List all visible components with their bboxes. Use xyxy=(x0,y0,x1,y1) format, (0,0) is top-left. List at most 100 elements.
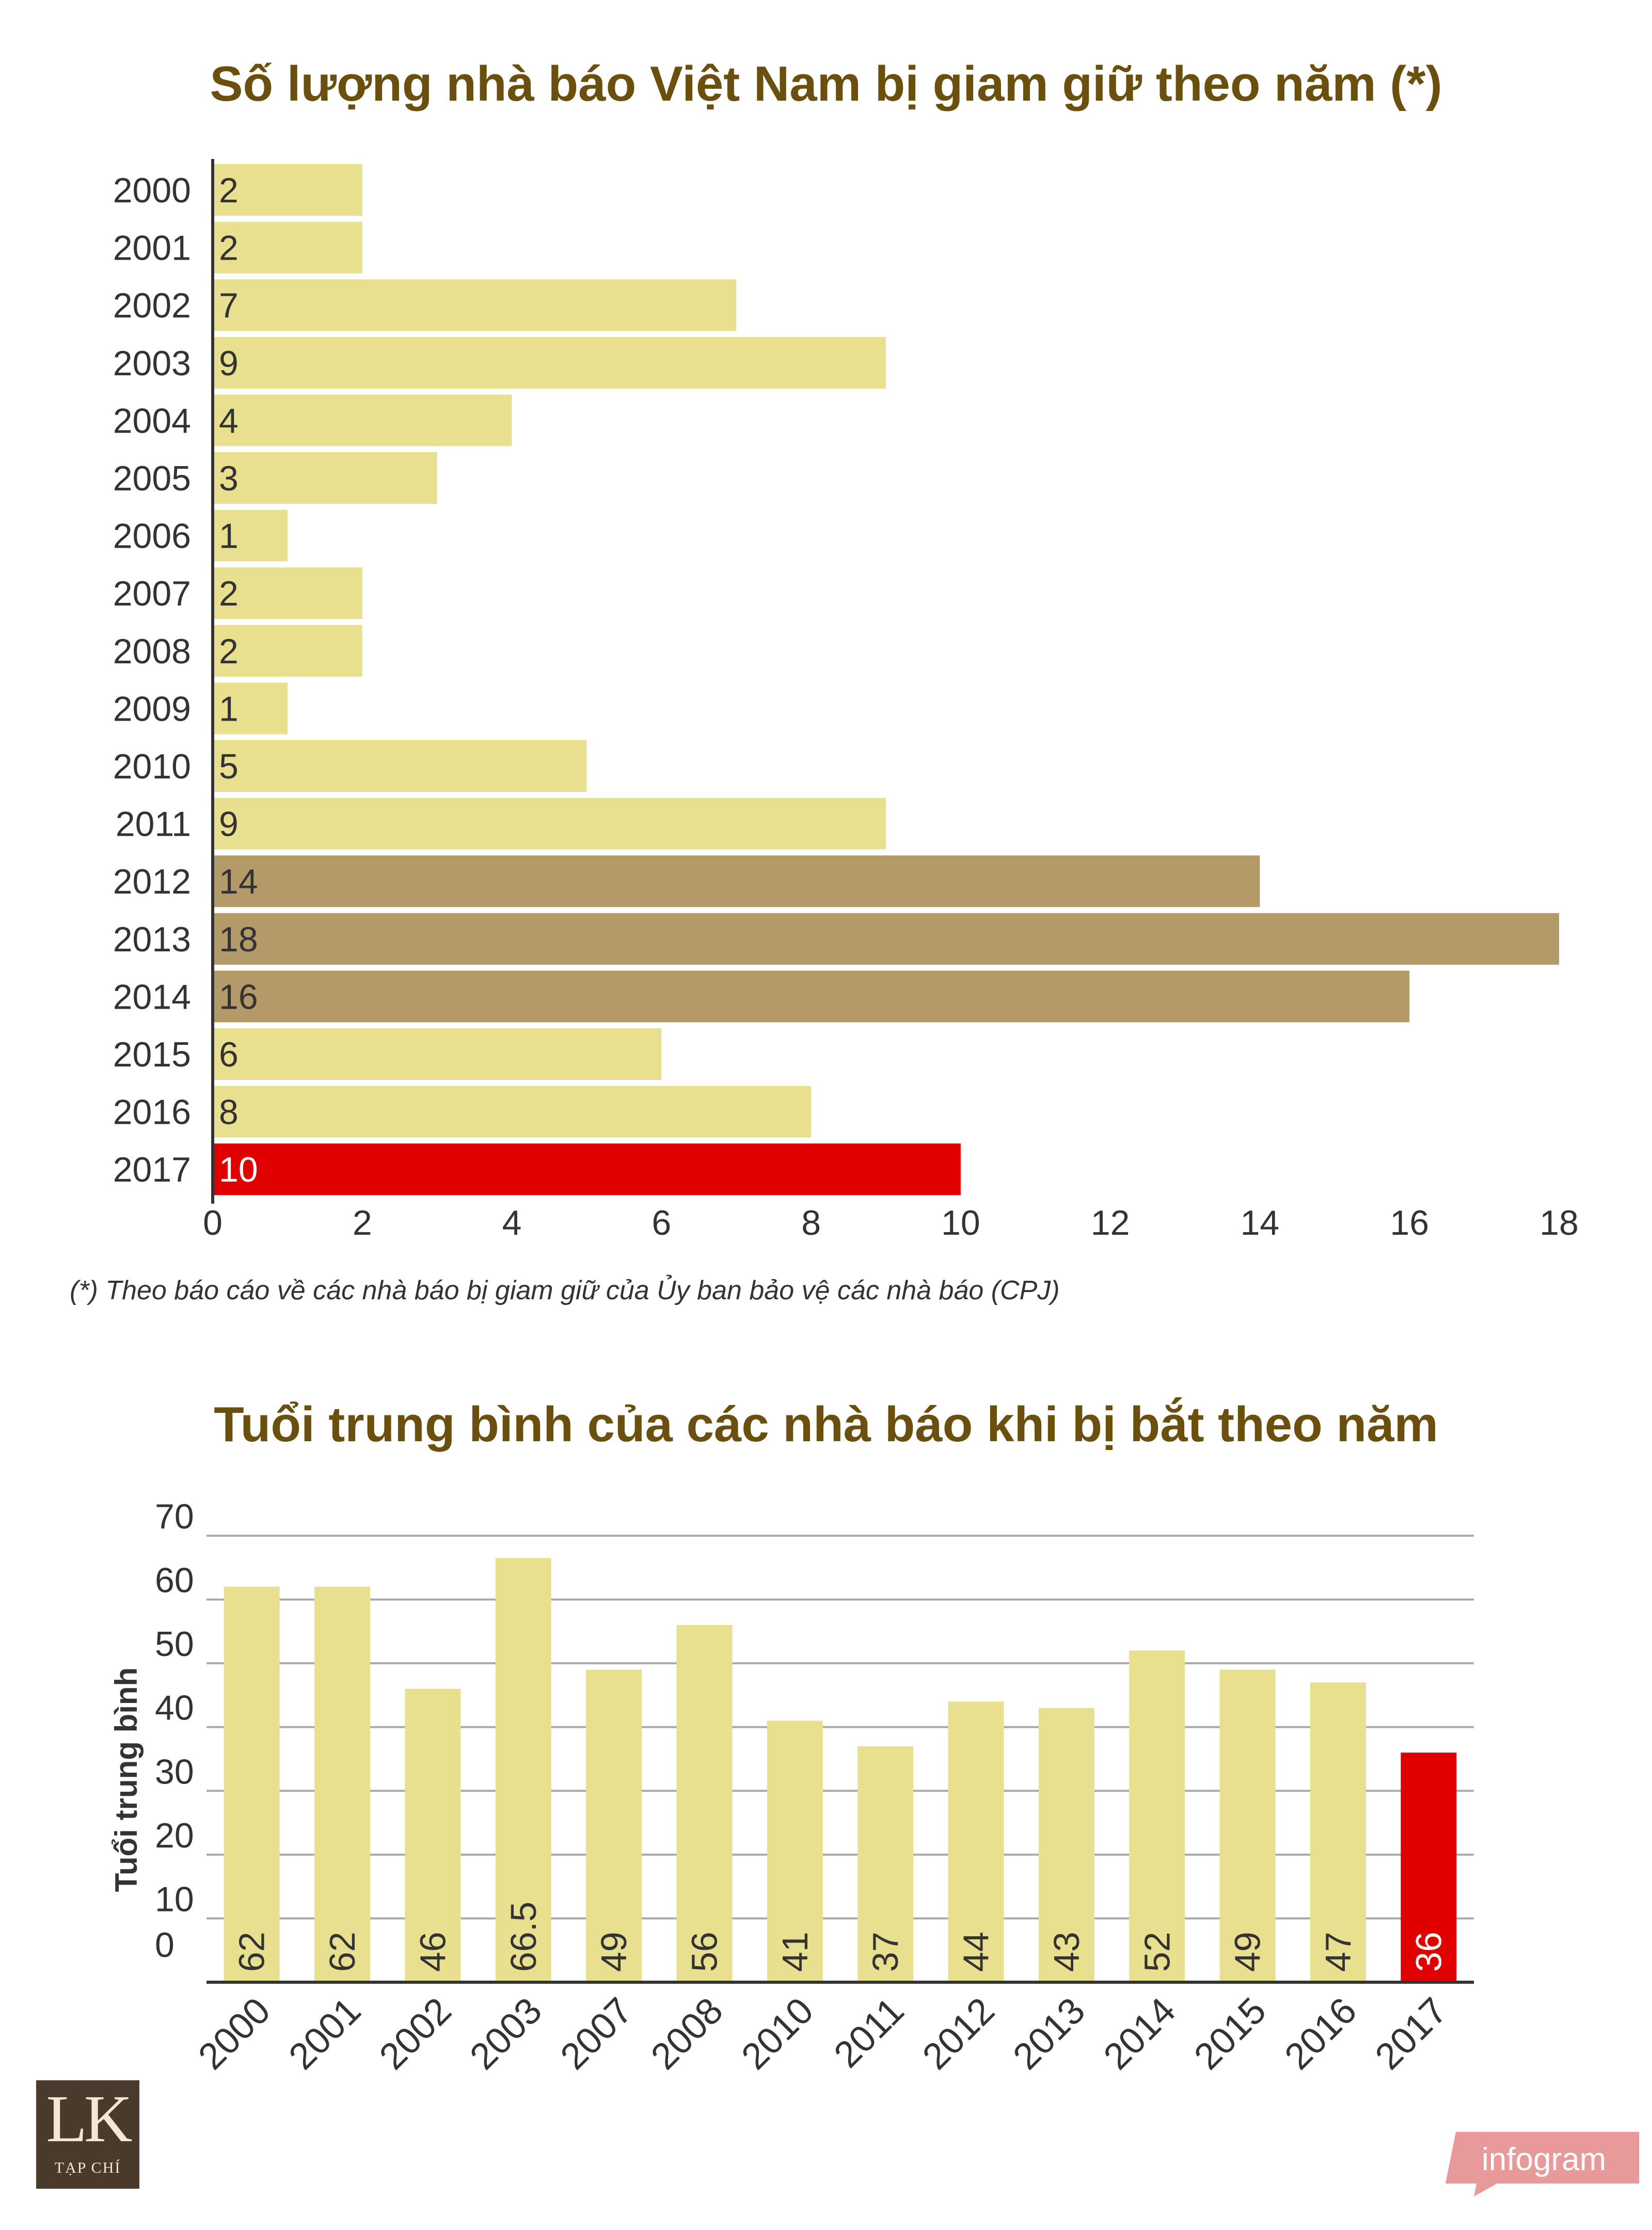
bar-2012 xyxy=(948,1701,1004,1982)
bar-value-label: 14 xyxy=(219,862,258,901)
bar-2010 xyxy=(213,740,587,792)
bar-2003 xyxy=(213,337,886,389)
bar-2005 xyxy=(213,452,437,504)
bar-2011 xyxy=(857,1746,914,1982)
bar-2014 xyxy=(1129,1650,1185,1982)
bar-2015 xyxy=(1219,1669,1276,1982)
bar-value-label: 49 xyxy=(1228,1932,1268,1972)
bar-2015 xyxy=(213,1028,662,1080)
bar-value-label: 49 xyxy=(594,1932,634,1972)
bar-value-label: 10 xyxy=(219,1150,258,1189)
x-tick-label: 2 xyxy=(353,1203,372,1243)
y-tick-label: 2014 xyxy=(113,977,191,1016)
bar-value-label: 9 xyxy=(219,805,239,844)
bar-value-label: 41 xyxy=(775,1932,815,1972)
bar-value-label: 66.5 xyxy=(503,1902,544,1972)
bar-value-label: 2 xyxy=(219,171,239,210)
x-tick-label: 0 xyxy=(203,1203,223,1243)
y-tick-label: 2006 xyxy=(113,517,191,556)
x-tick-label: 10 xyxy=(941,1203,980,1243)
x-tick-label: 2002 xyxy=(372,1990,459,2078)
infogram-badge[interactable]: infogram xyxy=(1435,2132,1639,2196)
bar-2006 xyxy=(213,509,288,562)
chart2-title: Tuổi trung bình của các nhà báo khi bị b… xyxy=(214,1397,1438,1452)
bar-2013 xyxy=(1038,1708,1094,1982)
bar-value-label: 3 xyxy=(219,459,239,498)
bar-value-label: 4 xyxy=(219,401,239,440)
bar-2008 xyxy=(676,1625,733,1982)
x-tick-label: 8 xyxy=(801,1203,821,1243)
bar-value-label: 46 xyxy=(412,1932,453,1972)
bar-2007 xyxy=(213,567,362,619)
logo-letters: LK xyxy=(46,2082,132,2156)
bar-2016 xyxy=(213,1086,812,1138)
infogram-label: infogram xyxy=(1482,2142,1607,2177)
x-tick-label: 2001 xyxy=(281,1990,369,2078)
bar-value-label: 43 xyxy=(1046,1932,1087,1972)
y-tick-label: 2015 xyxy=(113,1035,191,1074)
bar-value-label: 5 xyxy=(219,747,239,786)
bar-value-label: 8 xyxy=(219,1093,239,1132)
horizontal-bar-chart: 2 2000 2 2001 7 2002 9 2003 4 2004 3 2005 1 2006 2 2007… xyxy=(113,159,1579,1243)
bar-value-label: 1 xyxy=(219,517,239,556)
logo-subtitle: TẠP CHÍ xyxy=(54,2159,121,2176)
chart1-title: Số lượng nhà báo Việt Nam bị giam giữ th… xyxy=(210,56,1442,112)
x-tick-label: 2017 xyxy=(1368,1990,1455,2078)
y-tick-label: 10 xyxy=(155,1879,194,1919)
bar-2016 xyxy=(1310,1682,1366,1982)
x-tick-label: 2013 xyxy=(1005,1990,1093,2078)
y-tick-label: 2003 xyxy=(113,344,191,383)
bar-value-label: 9 xyxy=(219,344,239,383)
y-tick-label: 0 xyxy=(155,1925,174,1965)
y-tick-label: 2009 xyxy=(113,689,191,728)
y-tick-label: 2000 xyxy=(113,171,191,210)
bar-2012 xyxy=(213,855,1260,907)
y-tick-label: 70 xyxy=(155,1497,194,1536)
bar-2000 xyxy=(213,164,362,216)
x-tick-label: 12 xyxy=(1091,1203,1130,1243)
x-tick-label: 18 xyxy=(1539,1203,1579,1243)
bar-value-label: 2 xyxy=(219,574,239,613)
x-tick-label: 2014 xyxy=(1096,1990,1184,2078)
x-tick-label: 2007 xyxy=(553,1990,641,2078)
y-tick-label: 40 xyxy=(155,1689,194,1728)
bar-2001 xyxy=(314,1586,371,1982)
bar-value-label: 62 xyxy=(232,1932,272,1972)
x-tick-label: 4 xyxy=(502,1203,522,1243)
bar-value-label: 2 xyxy=(219,632,239,671)
chart1-footnote: (*) Theo báo cáo về các nhà báo bị giam … xyxy=(70,1276,1060,1305)
bar-2009 xyxy=(213,682,288,735)
x-tick-label: 2000 xyxy=(190,1990,278,2078)
x-tick-label: 6 xyxy=(652,1203,671,1243)
bar-value-label: 6 xyxy=(219,1035,239,1074)
x-tick-label: 2010 xyxy=(734,1990,821,2078)
x-tick-label: 2011 xyxy=(826,1990,912,2076)
bar-value-label: 1 xyxy=(219,689,239,728)
x-tick-label: 2015 xyxy=(1186,1990,1274,2078)
bar-2000 xyxy=(224,1586,280,1982)
y-axis-label: Tuổi trung bình xyxy=(109,1667,144,1892)
y-tick-label: 50 xyxy=(155,1624,194,1664)
bar-2003 xyxy=(495,1558,551,1982)
bar-value-label: 47 xyxy=(1318,1932,1358,1972)
bar-2004 xyxy=(213,394,512,447)
bar-value-label: 7 xyxy=(219,286,239,325)
bar-2010 xyxy=(767,1721,823,1982)
bar-2002 xyxy=(213,279,737,331)
y-tick-label: 2007 xyxy=(113,574,191,613)
y-tick-label: 2010 xyxy=(113,747,191,786)
x-tick-label: 2003 xyxy=(462,1990,550,2078)
y-tick-label: 2016 xyxy=(113,1093,191,1132)
y-tick-label: 2004 xyxy=(113,401,191,440)
y-tick-label: 2012 xyxy=(113,862,191,901)
x-tick-label: 2012 xyxy=(915,1990,1003,2078)
y-tick-label: 2001 xyxy=(113,229,191,268)
y-tick-label: 2008 xyxy=(113,632,191,671)
bar-value-label: 62 xyxy=(322,1932,362,1972)
bar-2001 xyxy=(213,221,362,274)
bar-2007 xyxy=(586,1669,642,1982)
x-tick-label: 14 xyxy=(1241,1203,1280,1243)
y-tick-label: 30 xyxy=(155,1752,194,1791)
bar-2017 xyxy=(1401,1753,1457,1982)
